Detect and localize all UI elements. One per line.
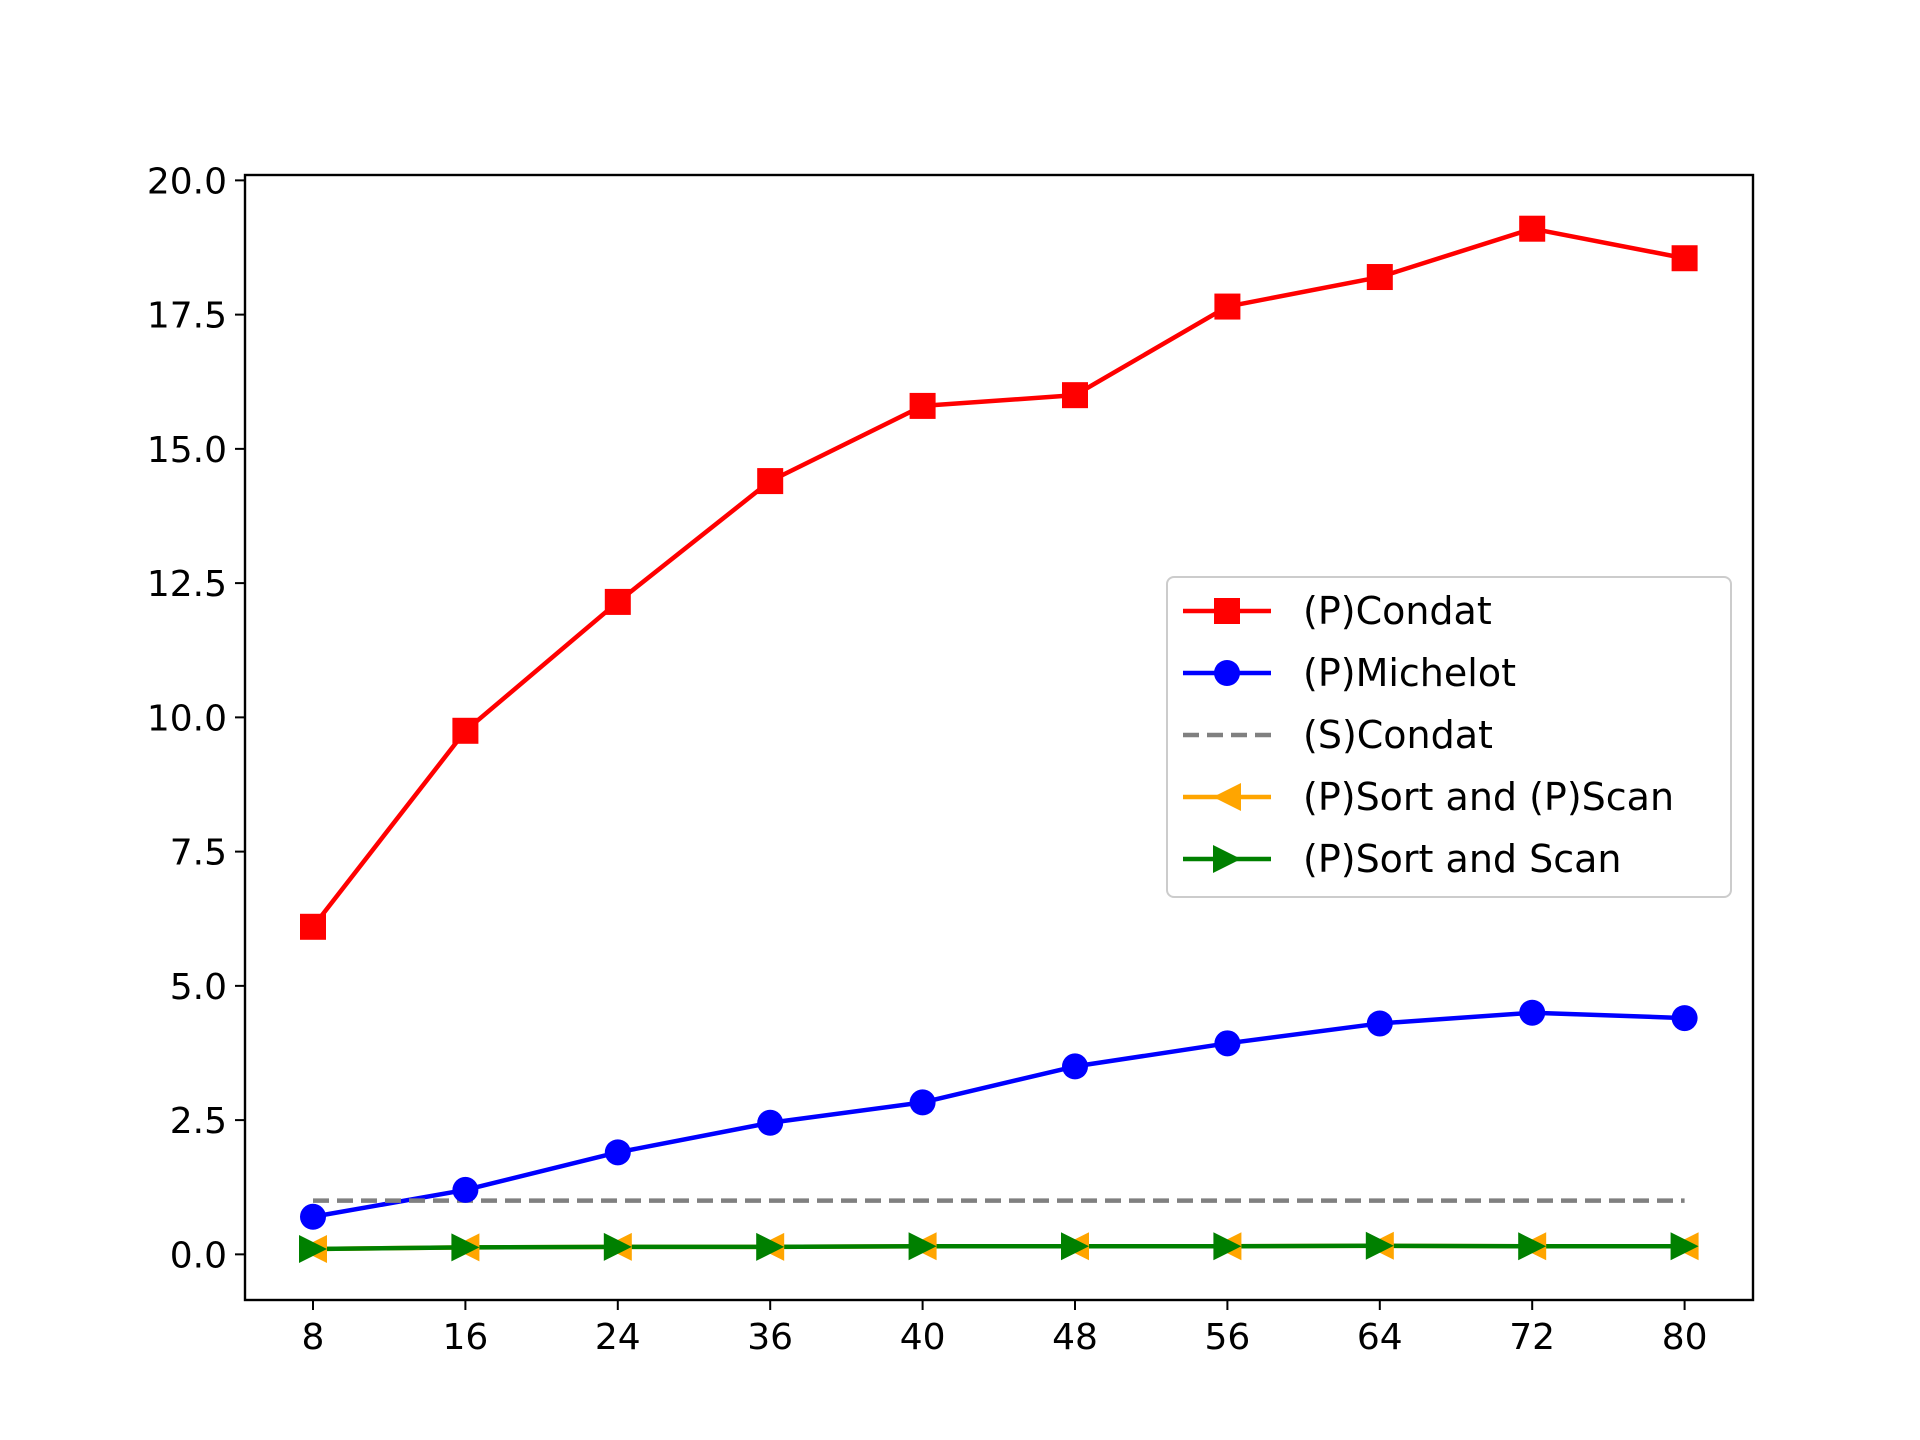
legend-label: (P)Sort and Scan [1303,837,1622,881]
x-axis: 8 16 24 36 40 48 56 64 72 80 [302,1300,1708,1358]
x-tick-label: 8 [302,1317,325,1358]
data-point [299,1234,327,1263]
legend-label: (P)Sort and (P)Scan [1303,775,1674,819]
y-tick-label: 17.5 [147,296,227,337]
legend-label: (P)Condat [1303,589,1492,633]
y-axis: 0.0 2.5 5.0 7.5 10.0 12.5 15.0 17.5 20.0 [147,161,245,1276]
data-point [909,1089,936,1116]
data-point [756,1232,785,1261]
x-tick-label: 36 [747,1317,793,1358]
x-tick-label: 48 [1052,1317,1098,1358]
data-point [300,1203,326,1230]
data-point [757,1109,784,1136]
series-lines [311,226,1686,1252]
series-line [311,226,1686,929]
data-point [1365,1231,1394,1260]
x-tick-label: 80 [1662,1317,1708,1358]
data-point [604,588,631,615]
y-tick-label: 20.0 [147,161,227,202]
y-tick-label: 7.5 [170,833,227,874]
data-point [1214,1030,1241,1057]
x-tick-label: 16 [442,1317,488,1358]
data-point [604,1139,631,1166]
data-point [1518,1232,1547,1261]
series-line [312,1243,1685,1252]
data-point [1366,264,1393,291]
data-point [300,913,326,940]
y-tick-label: 2.5 [170,1101,227,1142]
data-point [1062,382,1088,409]
data-point [1671,245,1698,272]
x-tick-label: 72 [1509,1317,1555,1358]
legend-label: (P)Michelot [1303,651,1516,695]
data-point [757,468,784,495]
x-tick-label: 56 [1204,1317,1250,1358]
x-tick-label: 40 [900,1317,946,1358]
data-point [1062,1053,1088,1080]
legend-marker [1214,660,1240,686]
data-point [1519,999,1546,1026]
data-point [1670,1232,1699,1261]
data-point [452,717,479,744]
series-markers [299,215,1699,1263]
data-point [451,1233,480,1262]
y-tick-label: 15.0 [147,430,227,471]
x-tick-label: 64 [1357,1317,1403,1358]
y-tick-label: 0.0 [170,1235,227,1276]
series-line [312,1010,1685,1219]
data-point [1671,1005,1698,1032]
y-tick-label: 10.0 [147,698,227,739]
data-point [452,1176,479,1203]
legend-box [1166,576,1732,898]
data-point [1214,293,1241,320]
legend-marker [1213,783,1241,811]
data-point [1519,215,1546,242]
data-point [908,1232,937,1261]
x-tick-label: 24 [595,1317,641,1358]
data-point [603,1232,632,1261]
y-tick-label: 5.0 [170,967,227,1008]
legend-marker [1214,598,1240,624]
data-point [1061,1232,1089,1261]
y-tick-label: 12.5 [147,564,227,605]
data-point [1366,1010,1393,1037]
data-point [1213,1232,1242,1261]
plot-frame [243,173,1755,1302]
legend-marker [1213,845,1241,873]
data-point [909,392,936,419]
legend: (P)Condat (P)Michelot (S)Condat (P)Sort and… [1166,576,1732,898]
legend-label: (S)Condat [1303,713,1493,757]
